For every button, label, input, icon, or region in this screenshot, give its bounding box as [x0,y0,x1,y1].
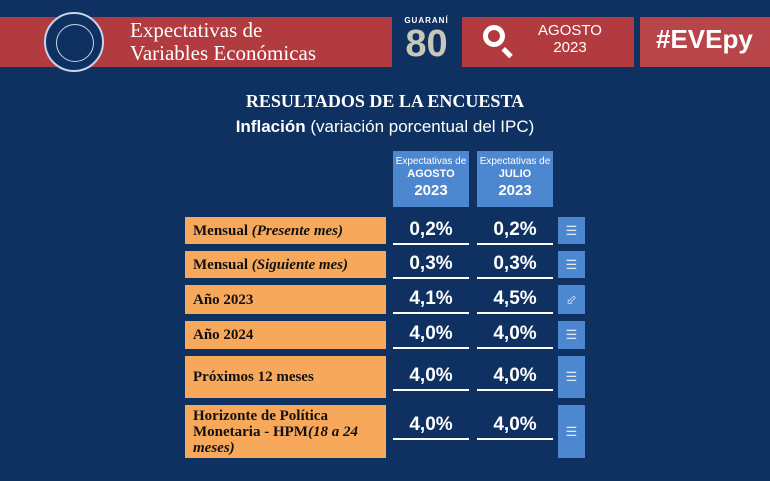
value-agosto: 4,0% [393,323,469,349]
column-header-agosto: Expectativas de AGOSTO 2023 [393,151,469,207]
value-agosto: 0,2% [393,219,469,245]
anniversary-logo: GUARANÍ 80 [393,13,460,71]
section-subtitle: Inflación (variación porcentual del IPC) [235,117,535,136]
hashtag: #EVEpy [656,24,753,54]
value-julio: 4,5% [477,288,553,314]
value-julio: 0,3% [477,253,553,279]
row-label: Próximos 12 meses [185,356,386,398]
equal-icon: ☰ [558,251,585,278]
section-title: RESULTADOS DE LA ENCUESTA [245,91,525,111]
arrow-down-left-icon: ⬃ [558,285,585,314]
row-label: Año 2024 [185,321,386,349]
hashtag-band [640,17,770,67]
row-label: Horizonte de Política Monetaria - HPM(18… [185,405,386,458]
row-label: Año 2023 [185,285,386,314]
value-agosto: 4,0% [393,365,469,391]
app-title: Expectativas de Variables Económicas [130,18,317,65]
value-agosto: 4,1% [393,288,469,314]
central-bank-logo [44,12,104,72]
value-agosto: 0,3% [393,253,469,279]
value-julio: 4,0% [477,323,553,349]
value-agosto: 4,0% [393,414,469,440]
survey-date: AGOSTO 2023 [538,22,602,56]
value-julio: 0,2% [477,219,553,245]
row-label: Mensual (Presente mes) [185,217,386,244]
equal-icon: ☰ [558,356,585,398]
search-icon[interactable] [483,25,505,47]
value-julio: 4,0% [477,365,553,391]
equal-icon: ☰ [558,217,585,244]
column-header-julio: Expectativas de JULIO 2023 [477,151,553,207]
row-label: Mensual (Siguiente mes) [185,251,386,278]
value-julio: 4,0% [477,414,553,440]
equal-icon: ☰ [558,405,585,458]
equal-icon: ☰ [558,321,585,349]
